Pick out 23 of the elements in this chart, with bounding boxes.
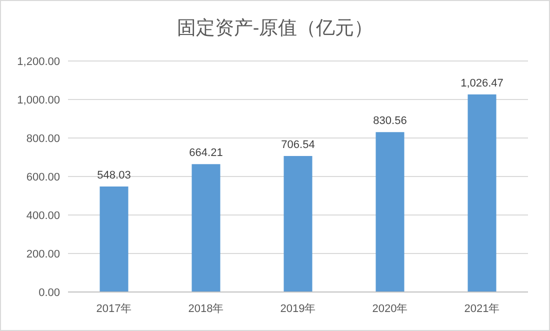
bar <box>192 164 220 292</box>
data-label: 706.54 <box>281 138 315 151</box>
data-label: 548.03 <box>97 170 131 182</box>
bar <box>376 132 404 292</box>
x-tick-label: 2021年 <box>464 303 500 315</box>
y-tick-label: 1,200.00 <box>17 56 60 68</box>
chart-title: 固定资产-原值（亿元） <box>176 17 374 39</box>
y-tick-label: 400.00 <box>26 210 60 222</box>
y-tick-label: 600.00 <box>26 171 60 184</box>
y-tick-label: 0.00 <box>38 286 60 299</box>
data-label: 1,026.47 <box>460 77 504 90</box>
x-tick-label: 2017年 <box>96 303 132 315</box>
x-tick-label: 2018年 <box>188 303 224 315</box>
x-tick-label: 2019年 <box>280 303 316 315</box>
bar <box>284 156 312 292</box>
x-tick-label: 2020年 <box>372 303 408 315</box>
bar <box>100 186 128 292</box>
bar <box>468 94 496 292</box>
data-label: 664.21 <box>189 147 223 160</box>
y-tick-label: 1,000.00 <box>17 94 60 106</box>
y-tick-label: 800.00 <box>26 132 60 145</box>
data-label: 830.56 <box>373 115 407 128</box>
y-tick-label: 200.00 <box>26 248 60 260</box>
